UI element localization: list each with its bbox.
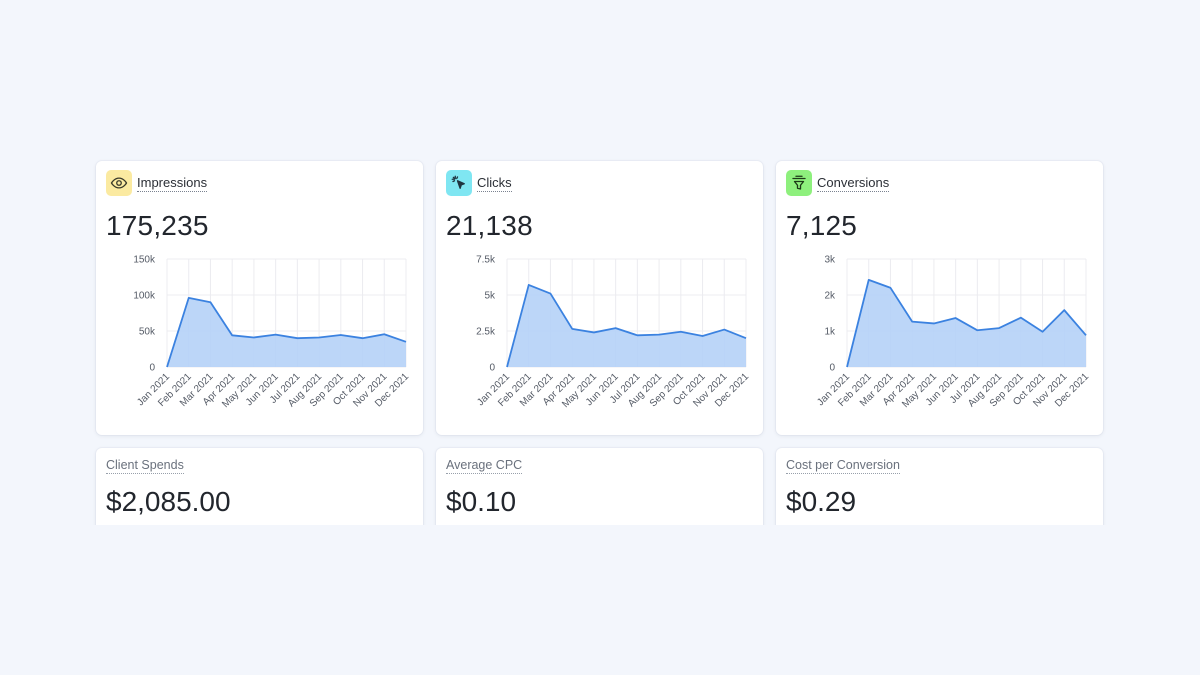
funnel-icon bbox=[786, 170, 812, 196]
data-point[interactable] bbox=[1061, 307, 1067, 313]
series-area bbox=[507, 284, 746, 367]
clicks-header: Clicks bbox=[446, 170, 512, 196]
y-tick-label: 5k bbox=[484, 291, 496, 302]
y-tick-label: 100k bbox=[133, 291, 156, 302]
data-point[interactable] bbox=[504, 364, 510, 370]
y-tick-label: 1k bbox=[824, 327, 836, 338]
data-point[interactable] bbox=[634, 332, 640, 338]
y-tick-label: 0 bbox=[829, 363, 835, 374]
series-area bbox=[847, 279, 1086, 367]
impressions-card: Impressions 175,235 0 50k 100k 150k Jan 2021… bbox=[96, 161, 423, 435]
clicks-title[interactable]: Clicks bbox=[477, 174, 512, 192]
data-point[interactable] bbox=[613, 325, 619, 331]
average-cpc-card: Average CPC $0.10 bbox=[436, 448, 763, 538]
y-tick-label: 0 bbox=[489, 363, 495, 374]
impressions-value: 175,235 bbox=[106, 210, 209, 241]
impressions-title[interactable]: Impressions bbox=[137, 174, 208, 192]
y-tick-label: 2.5k bbox=[476, 327, 496, 338]
data-point[interactable] bbox=[931, 320, 937, 326]
data-point[interactable] bbox=[656, 332, 662, 338]
client-spends-title[interactable]: Client Spends bbox=[106, 458, 184, 474]
clicks-card: Clicks 21,138 0 2.5k 5k 7.5k Jan 2021 Feb 202… bbox=[436, 161, 763, 435]
impressions-header: Impressions bbox=[106, 170, 208, 196]
data-point[interactable] bbox=[743, 335, 749, 341]
y-tick-label: 3k bbox=[824, 255, 836, 266]
conversions-card: Conversions 7,125 0 1k 2k 3k Jan 2021 Feb 202… bbox=[776, 161, 1103, 435]
data-point[interactable] bbox=[1083, 332, 1089, 338]
data-point[interactable] bbox=[164, 364, 170, 370]
series-line bbox=[506, 284, 747, 368]
average-cpc-title[interactable]: Average CPC bbox=[446, 458, 523, 474]
data-point[interactable] bbox=[953, 315, 959, 321]
data-point[interactable] bbox=[338, 332, 344, 338]
conversions-value: 7,125 bbox=[786, 210, 858, 241]
data-point[interactable] bbox=[316, 334, 322, 340]
data-point[interactable] bbox=[909, 319, 915, 325]
data-point[interactable] bbox=[229, 332, 235, 338]
clicks-value: 21,138 bbox=[446, 210, 533, 241]
data-point[interactable] bbox=[1040, 329, 1046, 335]
data-point[interactable] bbox=[547, 291, 553, 297]
y-tick-label: 2k bbox=[824, 291, 836, 302]
data-point[interactable] bbox=[721, 327, 727, 333]
y-tick-label: 0 bbox=[149, 363, 155, 374]
data-point[interactable] bbox=[996, 325, 1002, 331]
data-point[interactable] bbox=[207, 299, 213, 305]
cursor-click-icon bbox=[446, 170, 472, 196]
series-line bbox=[846, 278, 1087, 368]
y-tick-label: 50k bbox=[139, 327, 156, 338]
data-point[interactable] bbox=[186, 295, 192, 301]
eye-icon bbox=[106, 170, 132, 196]
data-point[interactable] bbox=[678, 329, 684, 335]
data-point[interactable] bbox=[591, 329, 597, 335]
client-spends-value: $2,085.00 bbox=[106, 486, 231, 517]
conversions-header: Conversions bbox=[786, 170, 890, 196]
data-point[interactable] bbox=[569, 326, 575, 332]
cost-per-conversion-title[interactable]: Cost per Conversion bbox=[786, 458, 900, 474]
average-cpc-value: $0.10 bbox=[446, 486, 517, 517]
data-point[interactable] bbox=[866, 277, 872, 283]
page-background-mask bbox=[0, 525, 1200, 675]
data-point[interactable] bbox=[1018, 315, 1024, 321]
data-point[interactable] bbox=[974, 327, 980, 333]
series-area bbox=[167, 297, 406, 367]
data-point[interactable] bbox=[273, 332, 279, 338]
data-point[interactable] bbox=[294, 335, 300, 341]
data-point[interactable] bbox=[887, 285, 893, 291]
data-point[interactable] bbox=[700, 333, 706, 339]
series-line bbox=[166, 296, 407, 368]
cost-per-conversion-card: Cost per Conversion $0.29 bbox=[776, 448, 1103, 538]
data-point[interactable] bbox=[844, 364, 850, 370]
data-point[interactable] bbox=[360, 335, 366, 341]
data-point[interactable] bbox=[403, 339, 409, 345]
conversions-title[interactable]: Conversions bbox=[817, 174, 890, 192]
data-point[interactable] bbox=[381, 331, 387, 337]
client-spends-card: Client Spends $2,085.00 bbox=[96, 448, 423, 538]
y-tick-label: 150k bbox=[133, 255, 156, 266]
cost-per-conversion-value: $0.29 bbox=[786, 486, 857, 517]
data-point[interactable] bbox=[251, 334, 257, 340]
y-tick-label: 7.5k bbox=[476, 255, 496, 266]
data-point[interactable] bbox=[526, 282, 532, 288]
